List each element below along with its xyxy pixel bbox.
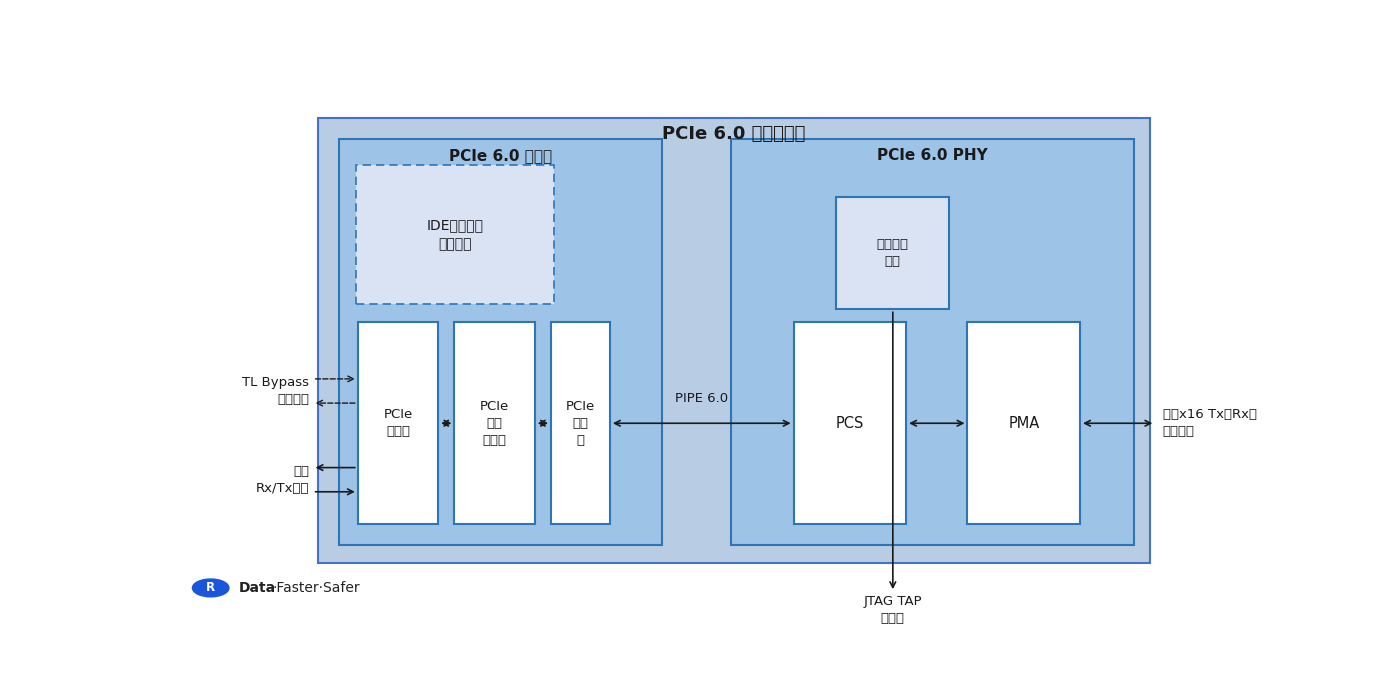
Text: PCIe
数据
链路层: PCIe 数据 链路层 bbox=[481, 400, 510, 447]
Circle shape bbox=[193, 579, 229, 597]
Bar bbox=[731, 139, 1134, 545]
Text: R: R bbox=[206, 581, 215, 594]
Text: PCIe 6.0 接口子系统: PCIe 6.0 接口子系统 bbox=[662, 125, 806, 143]
Text: TL Bypass
（可选）: TL Bypass （可选） bbox=[242, 376, 309, 406]
Bar bbox=[967, 322, 1080, 524]
Text: ·Faster·Safer: ·Faster·Safer bbox=[273, 581, 360, 595]
Text: IDE安全引擎
（可选）: IDE安全引擎 （可选） bbox=[427, 218, 483, 251]
Text: PCIe 6.0 控制器: PCIe 6.0 控制器 bbox=[449, 148, 553, 163]
Bar bbox=[837, 197, 949, 309]
Text: PCS: PCS bbox=[835, 415, 864, 430]
Text: 最高x16 Tx、Rx、
串行链路: 最高x16 Tx、Rx、 串行链路 bbox=[1163, 408, 1256, 438]
Text: PCIe 6.0 PHY: PCIe 6.0 PHY bbox=[877, 148, 988, 163]
Bar bbox=[339, 139, 662, 545]
Bar bbox=[454, 322, 535, 524]
Text: Data: Data bbox=[238, 581, 276, 595]
Text: 高效
Rx/Tx接口: 高效 Rx/Tx接口 bbox=[256, 464, 309, 494]
Text: 寄存器接
口核: 寄存器接 口核 bbox=[877, 238, 909, 268]
Bar bbox=[319, 118, 1150, 563]
Text: JTAG TAP
控制器: JTAG TAP 控制器 bbox=[863, 595, 922, 625]
Bar bbox=[356, 165, 554, 304]
Text: PCIe
事务层: PCIe 事务层 bbox=[384, 408, 413, 438]
Bar bbox=[794, 322, 906, 524]
Text: PCIe
物理
层: PCIe 物理 层 bbox=[566, 400, 596, 447]
Text: PMA: PMA bbox=[1008, 415, 1039, 430]
Bar bbox=[551, 322, 609, 524]
Text: PIPE 6.0: PIPE 6.0 bbox=[676, 392, 729, 405]
Bar bbox=[357, 322, 438, 524]
